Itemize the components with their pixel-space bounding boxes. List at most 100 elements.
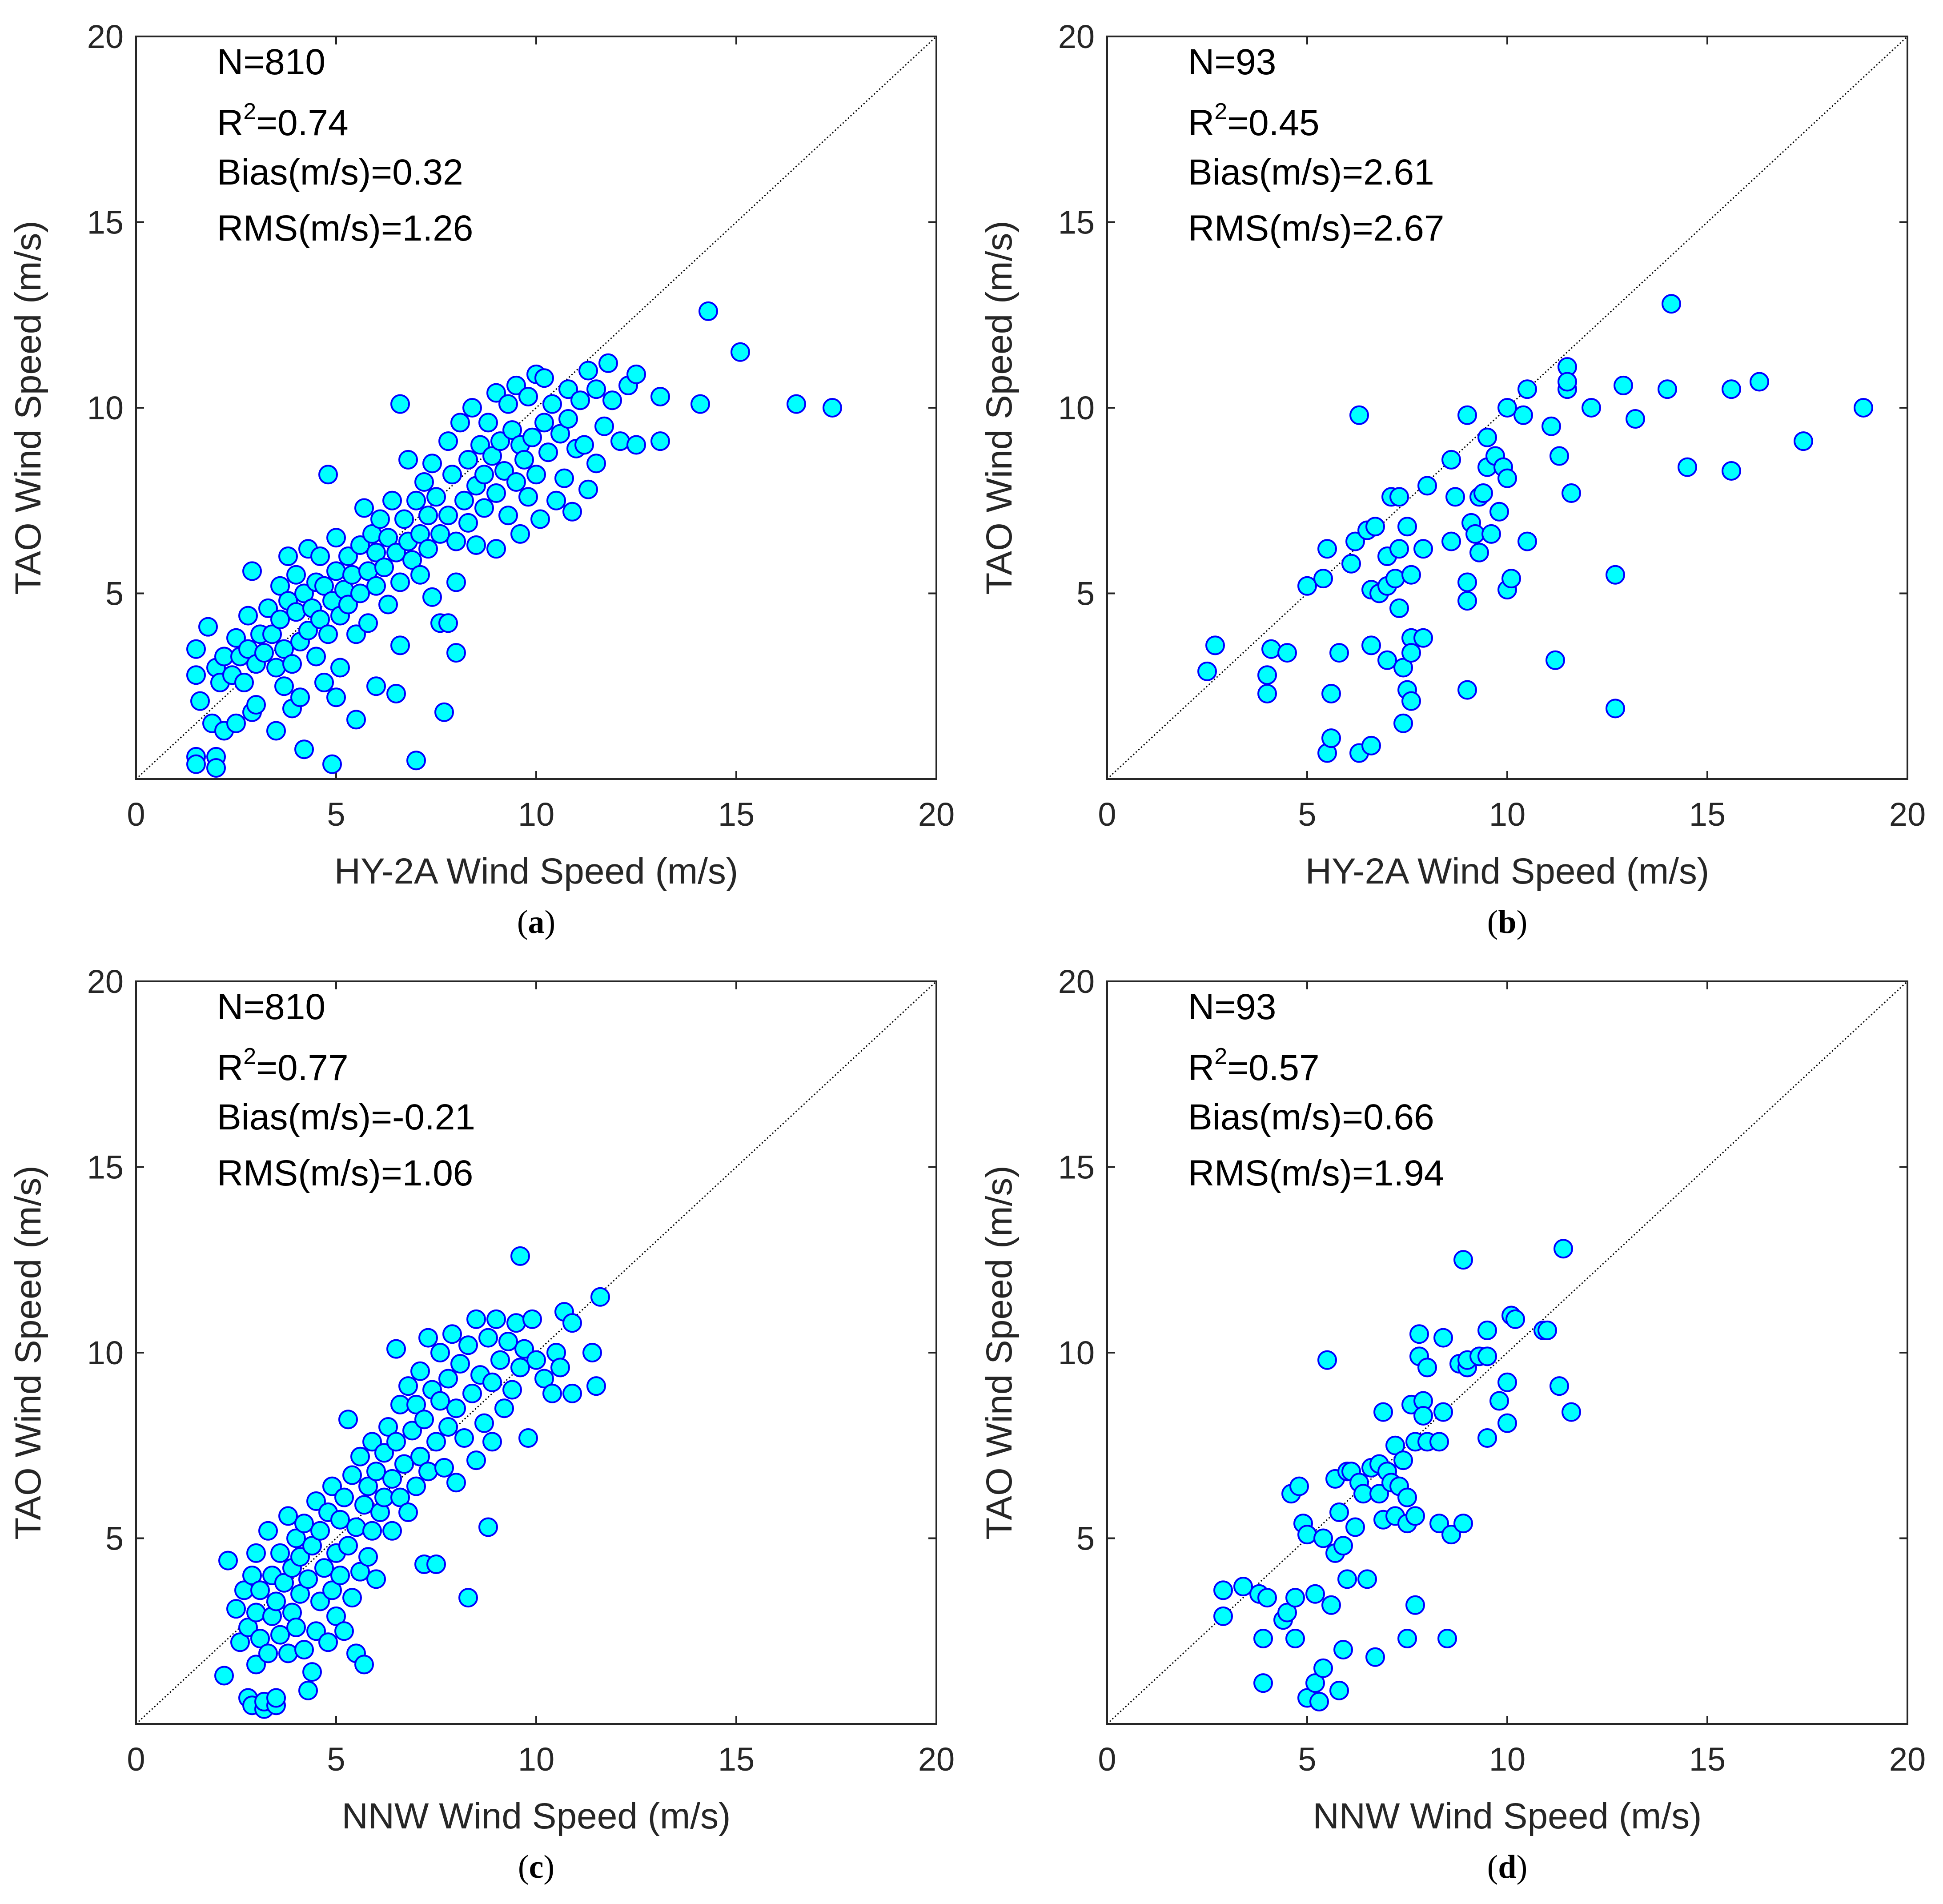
scatter-point [294,583,314,603]
scatter-point [382,1469,402,1489]
scatter-point [314,576,334,596]
scatter-point [258,1521,278,1541]
scatter-point [350,1446,370,1466]
scatter-point [510,1358,530,1378]
scatter-point [266,658,286,678]
scatter-point [1550,446,1569,466]
scatter-point [438,1417,458,1437]
scatter-point [418,539,438,559]
scatter-point [354,1655,374,1675]
scatter-point [326,561,346,581]
scatter-point [414,472,434,492]
scatter-point [410,1361,430,1381]
scatter-point [1658,379,1677,399]
panel-caption: (a) [517,904,555,940]
x-tick-label: 15 [718,796,755,833]
scatter-point [426,1432,446,1452]
scatter-point [366,576,386,596]
scatter-point [358,1547,378,1567]
scatter-point [1457,680,1477,700]
x-tick-label: 20 [1889,796,1926,833]
scatter-point [787,394,806,414]
scatter-point [446,531,466,551]
stat-rms: RMS(m/s)=1.26 [217,208,473,249]
scatter-point [1457,591,1477,611]
scatter-point [1441,450,1461,470]
scatter-point [1233,1577,1253,1597]
scatter-point [438,506,458,526]
scatter-point [350,535,370,555]
y-axis-label: TAO Wind Speed (m/s) [979,1165,1020,1539]
scatter-point [390,572,410,592]
scatter-point [406,751,426,771]
panel-caption-open-paren: ( [1487,904,1498,940]
scatter-point [446,1473,466,1493]
scatter-point [546,490,566,510]
scatter-point [526,465,546,485]
scatter-point [386,1339,406,1359]
scatter-point [1365,517,1385,537]
scatter-point [402,1421,422,1441]
panel-caption-letter: a [528,904,545,940]
scatter-point [1377,650,1397,670]
scatter-point [310,1591,330,1611]
stat-bias: Bias(m/s)=2.61 [1188,152,1434,193]
stat-sample-count: N=810 [217,987,325,1027]
scatter-point [498,394,518,414]
scatter-point [1481,524,1501,544]
scatter-point [326,687,346,707]
scatter-point [1722,379,1741,399]
scatter-point [266,1688,286,1708]
scatter-point [1253,1673,1273,1693]
x-axis-label: HY-2A Wind Speed (m/s) [1305,851,1709,892]
x-tick-label: 15 [1689,1741,1726,1778]
scatter-point [422,587,442,607]
scatter-point [346,624,366,644]
x-tick-label: 10 [518,796,554,833]
scatter-point [374,558,394,578]
scatter-point [1261,639,1281,659]
scatter-point [506,472,526,492]
y-tick-label: 20 [1058,18,1095,55]
scatter-point [1441,531,1461,551]
scatter-point [1329,1502,1349,1522]
scatter-point [1389,487,1409,507]
scatter-point [506,375,526,395]
scatter-point [1257,683,1277,703]
scatter-point [446,572,466,592]
chart-panel-c: 0 5 10 15 20 5 10 15 20 NNW Wind Speed (m/s) TAO W… [8,963,955,1885]
scatter-point [554,468,574,488]
scatter-point [382,1521,402,1541]
y-tick-label: 10 [87,1334,124,1371]
scatter-point [1253,1628,1273,1648]
scatter-point [486,383,506,403]
y-tick-label: 15 [1058,204,1095,241]
scatter-point [1333,1640,1353,1659]
scatter-point [1497,1413,1517,1433]
scatter-point [1562,1402,1581,1422]
y-tick-label: 5 [1076,1520,1095,1557]
scatter-point [322,1580,342,1600]
scatter-point [454,1428,474,1448]
scatter-point [458,513,478,533]
scatter-point [1321,1595,1341,1615]
scatter-point [542,394,562,414]
scatter-point [1297,1525,1317,1545]
scatter-point [1349,405,1369,425]
y-tick-label: 5 [105,575,124,612]
stat-r-squared-letter: R [1188,1048,1214,1088]
scatter-point [1401,565,1421,585]
scatter-point [462,398,482,418]
x-axis-label: HY-2A Wind Speed (m/s) [334,851,738,892]
scatter-point [314,672,334,692]
scatter-point [494,1398,514,1418]
scatter-point [366,1462,386,1482]
scatter-point [378,594,398,615]
scatter-point [190,691,210,711]
scatter-point [1345,531,1365,551]
scatter-point [1385,569,1405,589]
stat-rms: RMS(m/s)=1.94 [1188,1153,1444,1193]
x-tick-label: 20 [918,1741,955,1778]
scatter-point [410,1446,430,1466]
stat-rms: RMS(m/s)=1.06 [217,1153,473,1193]
